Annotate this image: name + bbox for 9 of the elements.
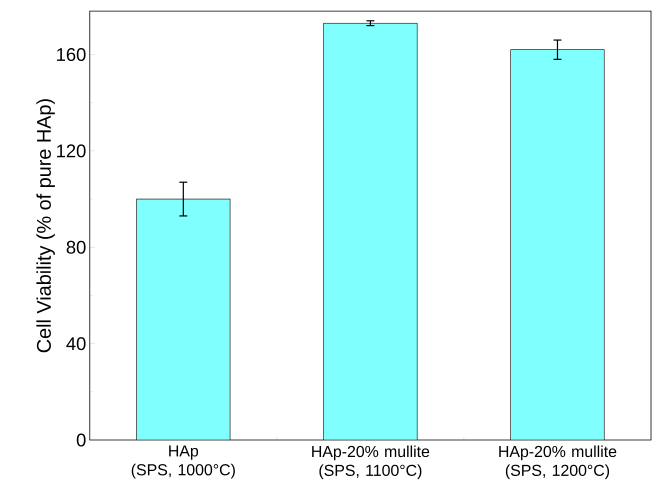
y-tick-label: 0 <box>76 434 86 447</box>
y-axis-title: Cell Viability (% of pure HAp) <box>36 99 55 352</box>
x-tick-label: HAp-20% mullite (SPS, 1100°C) <box>312 446 430 480</box>
x-tick-label: HAp (SPS, 1000°C) <box>132 446 235 479</box>
y-tick-label: 160 <box>57 48 86 62</box>
y-tick-label: 40 <box>66 337 86 350</box>
x-tick-label: HAp-20% mullite (SPS, 1200°C) <box>499 446 616 480</box>
y-tick-label: 120 <box>57 144 86 158</box>
y-tick-label: 80 <box>66 240 86 254</box>
